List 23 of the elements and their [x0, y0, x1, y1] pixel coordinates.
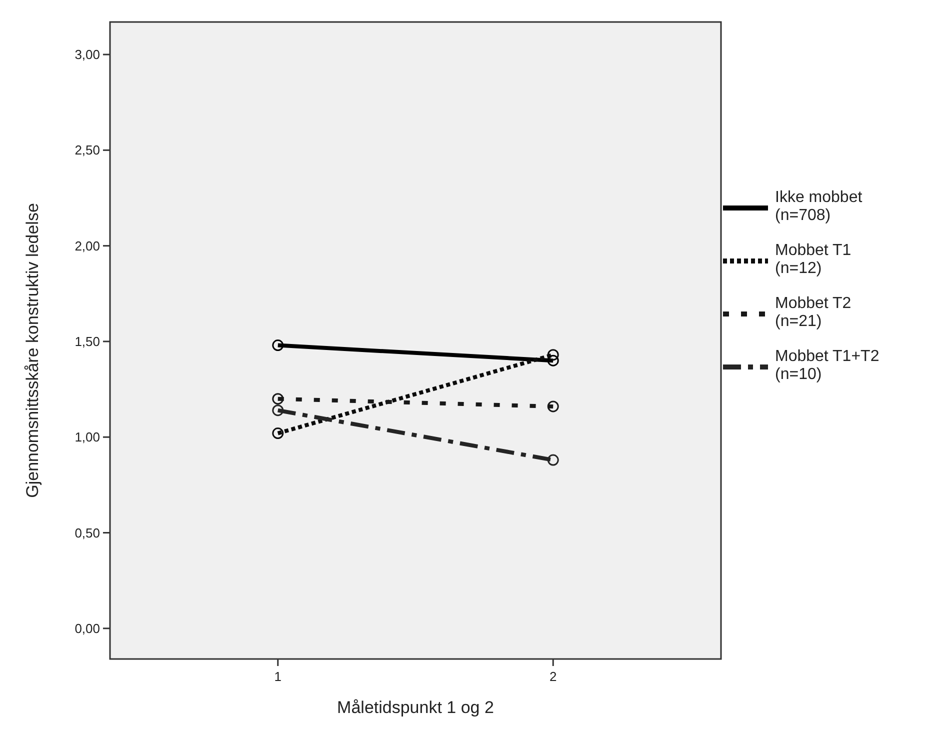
y-tick-label: 2,00	[74, 238, 100, 254]
y-tick-label: 2,50	[74, 142, 100, 158]
x-tick-label: 1	[274, 669, 282, 684]
point	[547, 349, 559, 361]
y-tick-label: 1,00	[74, 430, 100, 445]
legend-label: Mobbet T1+T2 (n=10)	[775, 348, 880, 383]
legend-label: Mobbet T2 (n=21)	[775, 295, 852, 330]
legend-label: Mobbet T1 (n=12)	[775, 242, 852, 277]
point	[272, 404, 284, 416]
x-tick-label: 2	[549, 669, 557, 684]
y-tick-label: 3,00	[74, 47, 100, 62]
y-tick-label: 0,50	[74, 525, 100, 540]
legend-label: Ikke mobbet (n=708)	[775, 189, 863, 224]
y-tick-label: 0,00	[74, 620, 100, 636]
point	[272, 428, 284, 440]
x-axis-title: Måletidspunkt 1 og 2	[337, 698, 494, 717]
point	[547, 400, 559, 412]
point	[272, 340, 284, 352]
y-axis-title: Gjennomsnittsskåre konstruktiv ledelse	[23, 203, 42, 498]
point	[547, 354, 559, 366]
point	[272, 393, 284, 405]
point	[547, 454, 559, 466]
y-tick-label: 1,50	[74, 334, 100, 350]
